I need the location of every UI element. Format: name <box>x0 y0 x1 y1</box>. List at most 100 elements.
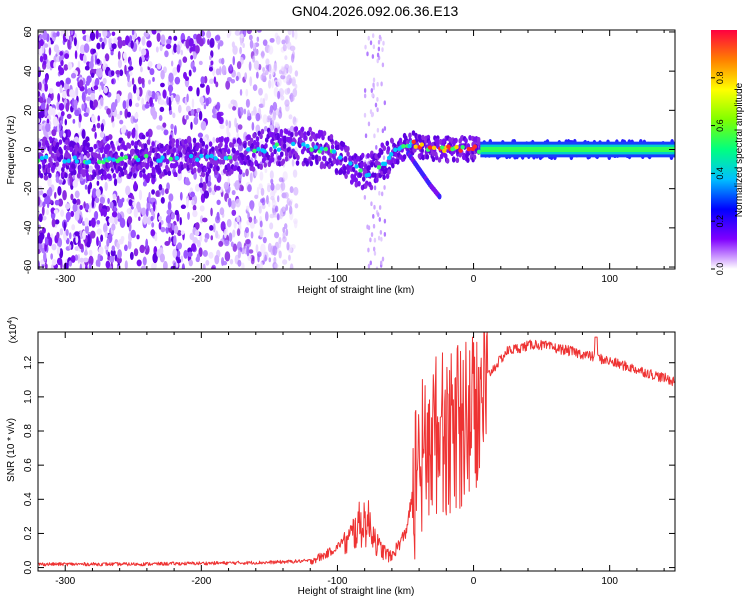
noise-blob <box>96 228 102 235</box>
ridge-halo <box>178 144 183 151</box>
noise-blob <box>56 231 60 239</box>
noise-blob <box>110 70 115 77</box>
noise-blob <box>101 41 105 50</box>
noise-blob <box>65 30 69 40</box>
noise-blob <box>74 109 80 117</box>
noise-blob <box>71 97 75 108</box>
noise-blob <box>172 112 176 119</box>
noise-blob <box>225 80 231 90</box>
noise-blob <box>162 89 167 99</box>
noise-blob <box>96 122 101 129</box>
ridge-halo <box>402 132 407 139</box>
ridge-hotspot <box>160 155 165 160</box>
noise-blob <box>254 194 259 200</box>
ridge-halo <box>259 163 263 170</box>
noise-blob <box>42 201 46 208</box>
noise-blob <box>173 43 178 53</box>
ridge-halo <box>151 141 155 147</box>
noise-blob <box>51 129 57 137</box>
noise-blob <box>211 266 216 269</box>
ridge-halo <box>196 162 201 168</box>
spectrogram-xtick-label: 0 <box>471 274 477 285</box>
noise-blob <box>137 76 142 85</box>
ridge-halo <box>441 138 446 145</box>
noise-blob <box>60 111 65 117</box>
ridge-halo <box>246 154 250 161</box>
ridge-halo <box>346 151 350 157</box>
noise-blob <box>277 90 281 100</box>
noise-blob <box>131 30 135 36</box>
noise-blob <box>209 37 215 48</box>
noise-blob <box>134 112 139 120</box>
noise-blob <box>363 93 367 99</box>
noise-blob <box>97 115 101 122</box>
noise-blob <box>254 170 258 177</box>
ridge-halo <box>210 146 215 152</box>
noise-blob <box>216 101 220 112</box>
ridge-halo <box>195 145 199 152</box>
noise-blob <box>200 177 203 185</box>
noise-blob <box>264 211 269 222</box>
noise-blob <box>260 243 266 254</box>
noise-blob <box>254 218 258 224</box>
noise-blob <box>383 126 387 131</box>
noise-blob <box>149 197 156 203</box>
noise-blob <box>56 257 63 266</box>
noise-blob <box>48 186 53 197</box>
ridge-hotspot <box>466 146 471 152</box>
branch-blob <box>437 193 442 200</box>
noise-blob <box>237 107 241 117</box>
noise-blob <box>141 36 146 46</box>
noise-blob <box>165 226 169 234</box>
noise-blob <box>38 243 43 251</box>
noise-blob <box>278 250 282 259</box>
noise-blob <box>371 33 375 39</box>
noise-blob <box>284 63 290 70</box>
noise-blob <box>159 99 165 105</box>
noise-blob <box>100 208 105 215</box>
noise-blob <box>39 38 44 47</box>
noise-blob <box>248 249 254 254</box>
noise-blob <box>89 31 96 41</box>
noise-blob <box>185 105 191 113</box>
noise-blob <box>71 224 76 231</box>
noise-blob <box>44 236 48 246</box>
noise-blob <box>65 203 71 210</box>
noise-blob <box>190 108 195 116</box>
ridge-halo <box>76 172 81 179</box>
ridge-halo <box>279 128 284 135</box>
noise-blob <box>281 39 286 45</box>
noise-blob <box>56 246 61 255</box>
ridge-hotspot <box>401 144 406 149</box>
ridge-halo <box>53 147 58 154</box>
noise-blob <box>150 207 154 216</box>
noise-blob <box>90 92 96 101</box>
ridge-hotspot <box>199 153 204 159</box>
noise-blob <box>110 102 117 112</box>
noise-blob <box>168 110 173 116</box>
noise-blob <box>270 195 275 201</box>
noise-blob <box>256 186 260 197</box>
noise-blob <box>378 205 382 210</box>
noise-blob <box>370 201 373 207</box>
noise-blob <box>247 184 252 193</box>
noise-blob <box>206 180 212 187</box>
noise-blob <box>183 249 189 259</box>
ridge-halo <box>322 130 327 137</box>
noise-blob <box>191 243 197 252</box>
noise-blob <box>293 186 299 196</box>
noise-blob <box>102 77 107 85</box>
noise-blob <box>237 249 241 259</box>
spectrogram-frame <box>37 29 676 270</box>
ridge-halo <box>72 169 77 176</box>
ridge-halo <box>317 155 322 162</box>
ridge-hotspot <box>62 159 67 164</box>
noise-blob <box>107 197 110 205</box>
noise-blob <box>100 234 104 242</box>
noise-blob <box>199 205 205 212</box>
noise-blob <box>172 248 178 259</box>
noise-blob <box>68 232 72 240</box>
noise-blob <box>109 201 114 209</box>
noise-blob <box>45 122 51 133</box>
